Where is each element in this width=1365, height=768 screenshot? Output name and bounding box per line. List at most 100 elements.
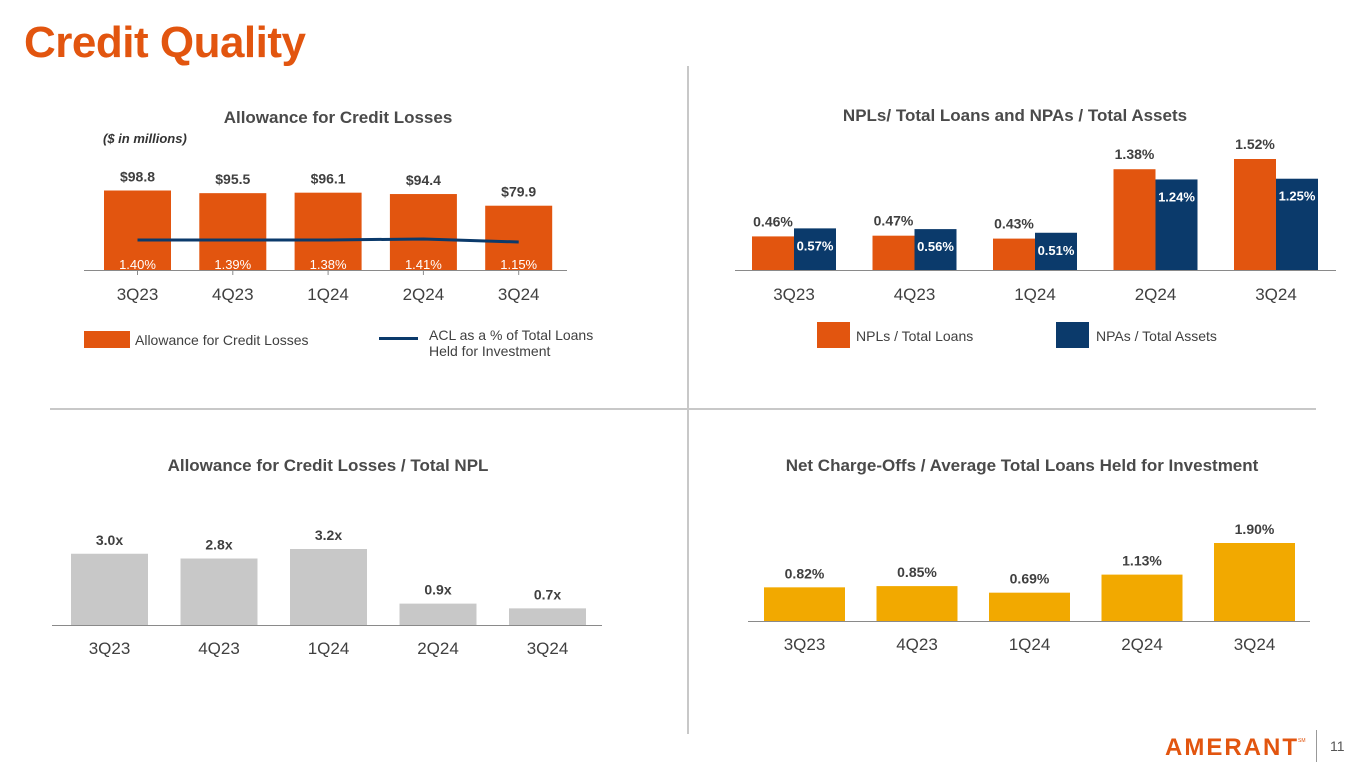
nco-bar-label: 0.85% [897, 564, 937, 580]
x-tick-label: 3Q23 [784, 635, 826, 654]
npl-bar [1234, 159, 1276, 270]
npa-bar [794, 228, 836, 270]
chart-title: Net Charge-Offs / Average Total Loans He… [786, 456, 1259, 475]
x-tick-label: 4Q23 [198, 639, 240, 658]
horizontal-divider [50, 408, 1316, 410]
npl-bar [752, 236, 794, 270]
npa-bar-label: 0.57% [797, 238, 834, 253]
nco-bar [989, 592, 1070, 621]
x-tick-label: 1Q24 [1014, 285, 1056, 304]
npl-bar-label: 0.46% [753, 213, 793, 229]
chart-title: NPLs/ Total Loans and NPAs / Total Asset… [843, 106, 1187, 125]
npa-bar [1035, 232, 1077, 270]
amerant-logo: AMERANT [1165, 734, 1299, 761]
logo-service-mark: SM [1298, 738, 1306, 744]
npl-bar [993, 238, 1035, 270]
acl-bar-label: $95.5 [215, 171, 250, 187]
acl-bar-label: $94.4 [406, 172, 441, 188]
npl-bar [872, 235, 915, 270]
npl-bar-label: 1.38% [1115, 146, 1155, 162]
acl-pct-label: 1.41% [405, 257, 442, 272]
legend-swatch-acl [84, 331, 130, 348]
logo-separator [1316, 730, 1317, 762]
acl-npl-bar-label: 3.0x [96, 532, 123, 548]
unit-note: ($ in millions) [103, 131, 187, 146]
legend-label-acl: Allowance for Credit Losses [135, 332, 309, 348]
x-tick-label: 3Q24 [1255, 285, 1297, 304]
vertical-divider [687, 66, 689, 734]
acl-npl-bar-label: 2.8x [205, 537, 232, 553]
nco-bar [876, 586, 958, 621]
npl-bar-label: 0.47% [874, 213, 914, 229]
acl-bar-label: $98.8 [120, 169, 155, 185]
nco-bar [1101, 574, 1183, 621]
npl-bar-label: 0.43% [994, 216, 1034, 232]
npa-bar-label: 1.25% [1279, 189, 1316, 204]
nco-bar-label: 0.69% [1010, 571, 1050, 587]
x-tick-label: 1Q24 [308, 639, 350, 658]
nco-bar [764, 587, 845, 621]
x-tick-label: 3Q24 [498, 285, 540, 304]
legend-label-npl: NPLs / Total Loans [856, 328, 973, 344]
acl-bar [294, 192, 362, 270]
acl-bar-label: $96.1 [311, 171, 346, 187]
x-tick-label: 3Q24 [1234, 635, 1276, 654]
x-tick-label: 1Q24 [1009, 635, 1051, 654]
acl-npl-bar [509, 608, 586, 625]
acl-bar [104, 190, 171, 270]
nco-bar-label: 0.82% [785, 565, 825, 581]
acl-pct-line [137, 237, 519, 244]
x-tick-label: 3Q23 [117, 285, 159, 304]
legend-swatch-npl [817, 322, 850, 348]
acl-npl-bar [290, 549, 367, 625]
acl-bar [199, 193, 267, 270]
nco-bar [1214, 543, 1295, 621]
x-tick-label: 2Q24 [1121, 635, 1163, 654]
acl-npl-bar [180, 558, 258, 625]
chart-title: Allowance for Credit Losses / Total NPL [168, 456, 489, 475]
x-tick-label: 2Q24 [403, 285, 445, 304]
acl-npl-bar-label: 3.2x [315, 527, 342, 543]
nco-bar-label: 1.13% [1122, 553, 1162, 569]
acl-npl-bar [71, 553, 148, 625]
npa-bar-label: 1.24% [1158, 189, 1195, 204]
npa-bar-label: 0.56% [917, 239, 954, 254]
x-tick-label: 1Q24 [307, 285, 349, 304]
acl-pct-label: 1.15% [500, 257, 537, 272]
chart-title: Allowance for Credit Losses [224, 108, 453, 127]
x-tick-label: 3Q23 [89, 639, 131, 658]
x-tick-label: 4Q23 [212, 285, 254, 304]
x-tick-label: 3Q23 [773, 285, 815, 304]
legend-label-acl-pct-line1: ACL as a % of Total Loans [429, 327, 593, 343]
nco-bar-label: 1.90% [1235, 521, 1275, 537]
x-tick-label: 2Q24 [417, 639, 459, 658]
x-tick-label: 3Q24 [527, 639, 569, 658]
acl-pct-label: 1.38% [310, 257, 347, 272]
npa-bar [1155, 179, 1198, 270]
page-number: 11 [1330, 738, 1345, 754]
x-tick-label: 2Q24 [1135, 285, 1177, 304]
acl-npl-bar-label: 0.9x [424, 582, 451, 598]
legend-label-acl-pct-line2: Held for Investment [429, 343, 550, 359]
acl-bar [485, 205, 553, 270]
npa-bar-label: 0.51% [1038, 243, 1075, 258]
acl-pct-label: 1.40% [119, 257, 156, 272]
npa-bar [914, 229, 957, 270]
legend-swatch-npa [1056, 322, 1089, 348]
npl-bar-label: 1.52% [1235, 136, 1275, 152]
legend-label-npa: NPAs / Total Assets [1096, 328, 1217, 344]
acl-npl-bar-label: 0.7x [534, 586, 561, 602]
acl-pct-label: 1.39% [214, 257, 251, 272]
acl-bar [389, 194, 457, 270]
acl-bar-label: $79.9 [501, 184, 536, 200]
x-tick-label: 4Q23 [894, 285, 936, 304]
acl-npl-bar [399, 603, 477, 625]
npl-bar [1113, 169, 1156, 270]
npa-bar [1276, 178, 1318, 270]
x-tick-label: 4Q23 [896, 635, 938, 654]
page-title: Credit Quality [24, 18, 306, 67]
